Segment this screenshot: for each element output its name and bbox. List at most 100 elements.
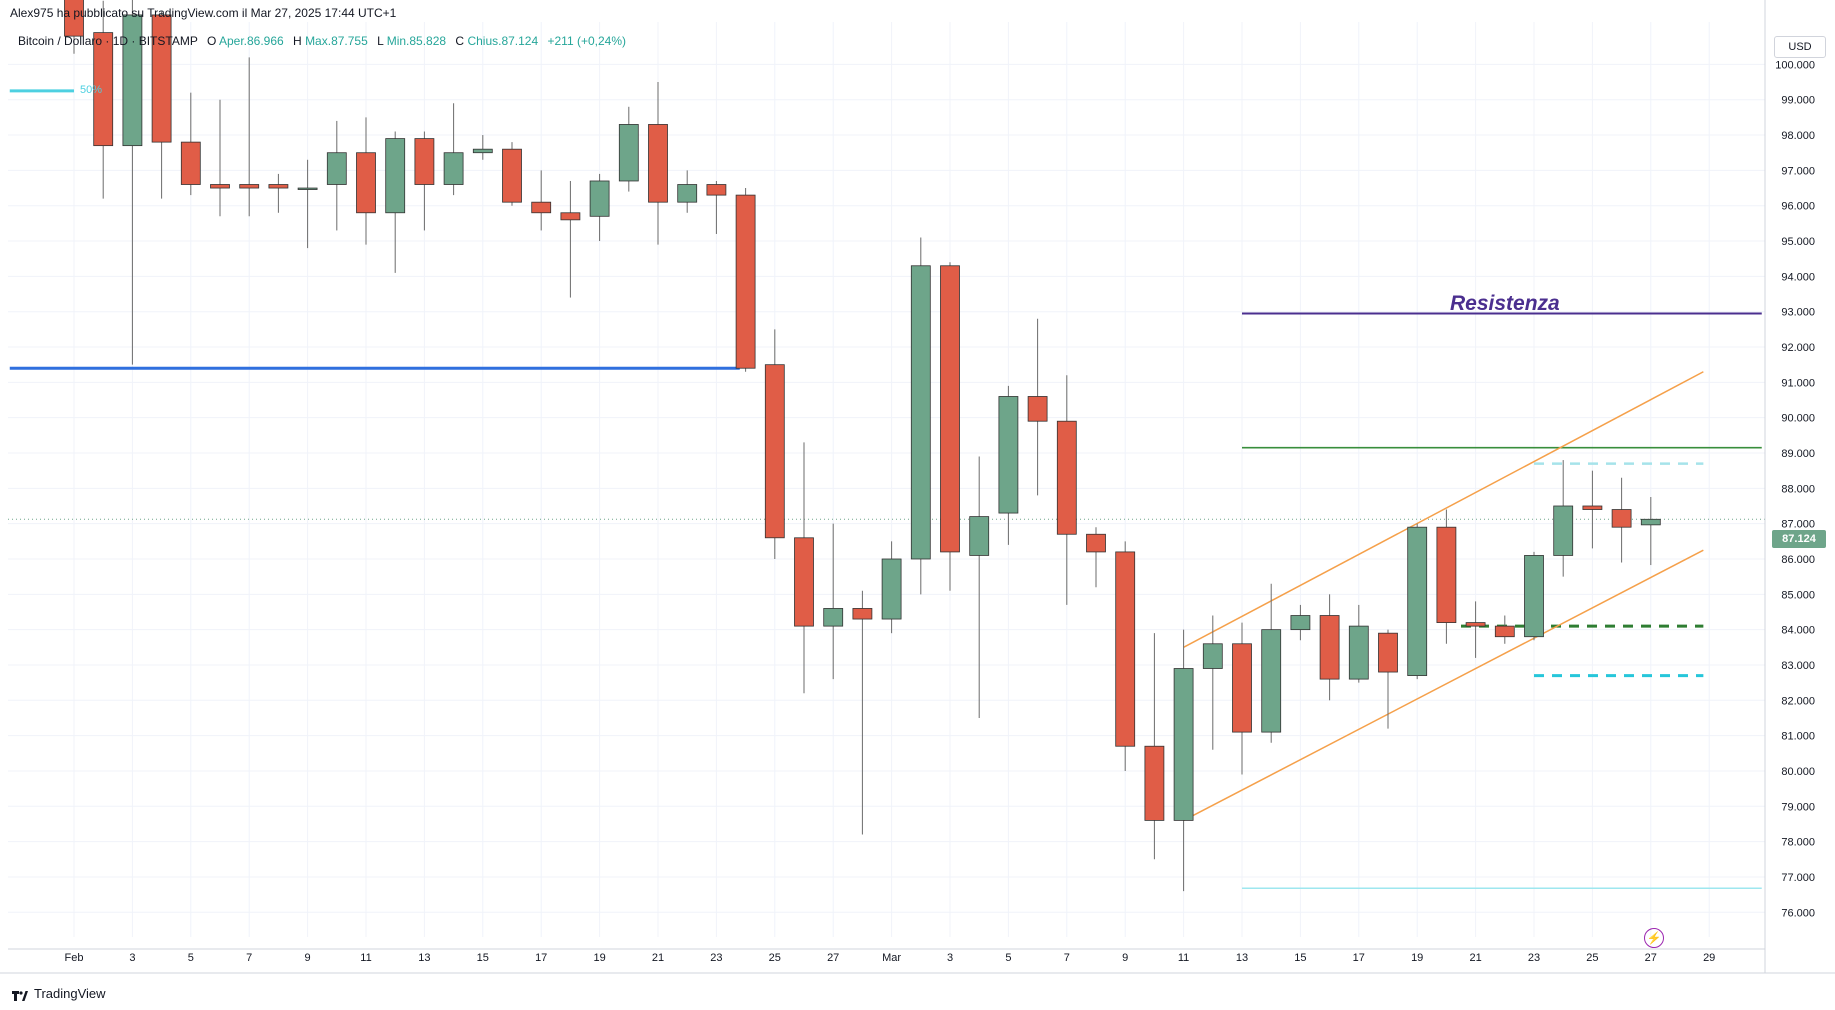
legend-change: +211 (+0,24%) [547, 34, 627, 48]
candle [1027, 318, 1048, 496]
x-tick-label: 19 [593, 952, 605, 964]
candle-body [1086, 533, 1106, 553]
candle-body [1378, 632, 1398, 673]
candle-body [560, 212, 581, 221]
candle [1611, 477, 1632, 563]
candle-body [1348, 625, 1369, 680]
candle-body [910, 265, 931, 560]
x-tick-label: 19 [1411, 952, 1423, 964]
y-tick-label: 98.000 [1781, 130, 1815, 142]
candle-body [414, 138, 435, 185]
candle [618, 106, 639, 192]
candle-body [1202, 643, 1223, 669]
candle [940, 262, 960, 591]
x-tick-label: 25 [1586, 952, 1598, 964]
candle-body [180, 141, 201, 185]
candle-body [969, 516, 990, 556]
x-tick-label: Feb [65, 952, 84, 964]
candle [414, 131, 435, 231]
y-tick-label: 92.000 [1781, 342, 1815, 354]
y-tick-label: 88.000 [1781, 483, 1815, 495]
x-tick-label: 9 [1122, 952, 1128, 964]
x-tick-label: 15 [477, 952, 489, 964]
candle [823, 523, 844, 680]
candle-body [1524, 555, 1544, 638]
candle-body [1173, 668, 1194, 821]
currency-button[interactable]: USD [1774, 36, 1826, 58]
candle-body [764, 364, 785, 539]
x-tick-label: 15 [1294, 952, 1306, 964]
candle [1202, 615, 1223, 750]
candle [151, 11, 172, 199]
footer-brand[interactable]: TradingView [12, 986, 106, 1001]
candle [794, 442, 814, 694]
x-tick-label: 7 [246, 952, 252, 964]
candle-body [998, 396, 1019, 514]
footer-brand-name: TradingView [34, 986, 106, 1001]
candle [735, 188, 756, 372]
y-tick-label: 91.000 [1781, 377, 1815, 389]
x-tick-label: 5 [188, 952, 194, 964]
legend-close-label: C [455, 34, 465, 48]
candle-body [1319, 615, 1340, 680]
legend-low-label: L [377, 34, 384, 48]
candle [1640, 496, 1661, 566]
candle-body [852, 608, 873, 620]
y-tick-label: 89.000 [1781, 448, 1815, 460]
candle [677, 170, 698, 213]
candle [1056, 375, 1077, 605]
tradingview-logo-icon [12, 989, 28, 1001]
candle [1319, 594, 1340, 701]
x-tick-label: 11 [1178, 952, 1189, 964]
candle-body [356, 152, 376, 214]
candle [648, 82, 668, 245]
candle [1465, 601, 1486, 658]
y-tick-label: 85.000 [1781, 589, 1815, 601]
candle [998, 385, 1019, 545]
y-tick-label: 87.000 [1781, 519, 1815, 531]
candle [1407, 523, 1428, 680]
candle-body [297, 187, 318, 190]
candle [1524, 551, 1544, 641]
resistance-label[interactable]: Resistenza [1450, 292, 1560, 315]
candle-body [268, 184, 289, 189]
y-tick-label: 90.000 [1781, 413, 1815, 425]
x-tick-label: 29 [1703, 952, 1715, 964]
candle-body [735, 194, 756, 369]
axes-layer: 76.000 77.000 78.000 79.000 80.000 81.000 82.0… [0, 0, 1835, 974]
candle [356, 117, 376, 245]
candle-body [1056, 420, 1077, 535]
candle [560, 180, 581, 298]
candle-body [677, 184, 698, 203]
last-price-tag: 87.124 [1772, 530, 1826, 548]
candle [1086, 527, 1106, 588]
candle [64, 0, 84, 54]
legend-symbol[interactable]: Bitcoin / Dollaro · 1D · BITSTAMP [18, 34, 198, 48]
candle-body [1494, 625, 1515, 638]
candle-body [326, 152, 347, 185]
candle [297, 159, 318, 249]
x-tick-label: 21 [652, 952, 664, 964]
candle-body [122, 14, 143, 147]
published-by: Alex975 ha pubblicato su TradingView.com… [10, 6, 397, 20]
candle-body [706, 184, 727, 196]
candle [1144, 633, 1165, 860]
candle [180, 92, 201, 196]
x-tick-label: 13 [1236, 952, 1248, 964]
candle [1553, 460, 1574, 577]
y-tick-label: 81.000 [1781, 731, 1815, 743]
candle [764, 329, 785, 559]
candle [210, 99, 230, 217]
legend-low-value: Min.85.828 [386, 34, 447, 48]
candle-body [1611, 509, 1632, 528]
chart-grid [8, 22, 1765, 937]
candle [326, 120, 347, 231]
lightning-icon[interactable]: ⚡ [1644, 928, 1664, 948]
x-tick-label: 23 [710, 952, 722, 964]
legend-open-label: O [206, 34, 217, 48]
candle-body [1027, 396, 1048, 422]
y-tick-label: 77.000 [1781, 872, 1815, 884]
legend-high-label: H [293, 34, 302, 48]
y-tick-label: 82.000 [1781, 695, 1815, 707]
